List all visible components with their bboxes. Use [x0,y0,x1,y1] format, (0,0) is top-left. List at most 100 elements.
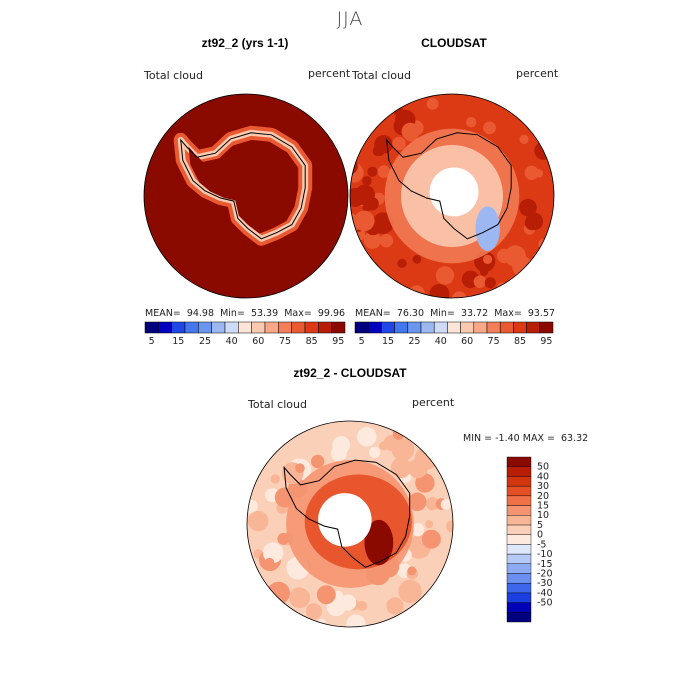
diff-patch [356,427,377,447]
colorbar-bin [506,485,532,497]
panel-3-title: zt92_2 - CLOUDSAT [293,366,407,380]
interior-field [188,140,299,234]
panel-2-min-label: Min= [430,308,455,319]
cloud-patch [473,275,486,288]
cloud-patch [483,254,493,264]
colorbar-bin [506,476,532,487]
panel-2-max-label: Max= [494,308,522,319]
diff-patch [415,473,435,493]
diff-patch [407,566,417,576]
cloud-patch [519,198,537,217]
colorbar-tick-label: -50 [537,598,553,609]
colorbar-tick-label: 85 [514,336,526,347]
colorbar-tick-label: 50 [537,462,549,473]
diff-patch [264,557,275,568]
diff-patch [386,597,404,615]
diff-patch [421,529,441,549]
colorbar-tick-label: 5 [359,336,365,347]
panel-1-title: zt92_2 (yrs 1-1) [201,36,289,50]
colorbar-bin [224,321,239,334]
colorbar-bin [506,563,532,574]
colorbar-tick-label: 40 [226,336,238,347]
cloud-patch [392,136,406,151]
panel-2-stats: MEAN= 76.30 Min= 33.72 Max= 93.57 [355,308,555,319]
west-antarctic-maximum [364,519,394,566]
colorbar-bin [407,321,422,334]
diff-patch [407,492,427,512]
map-boundary [143,93,349,299]
cloud-patch [479,267,489,276]
colorbar-bin [506,524,532,535]
colorbar-bin [184,321,199,334]
diff-patch [390,457,412,479]
colorbar-tick-label: -40 [537,588,553,599]
colorbar-tick-label: 40 [435,336,447,347]
colorbar-tick-label: 30 [537,481,549,492]
colorbar-bin [506,602,532,613]
panel-2-field-label: Total cloud [352,69,411,82]
cloud-patch [426,97,439,110]
panel-1-colorbar: 5 15 25 40 60 75 85 95 [144,321,346,347]
colorbar-tick-label: 15 [172,336,184,347]
map-boundary [246,420,454,628]
colorbar-bin [264,321,279,334]
colorbar-bin [506,582,532,594]
colorbar-bin [513,321,527,334]
colorbar-bin [144,321,159,334]
colorbar-bin [473,321,488,334]
diff-patch [379,441,388,451]
panel-2-units-label: percent [516,67,559,80]
diff-patch [391,438,415,461]
colorbar-tick-label: 25 [408,336,420,347]
panel-1-max-value: 99.96 [317,308,346,319]
diff-patch [398,579,422,603]
cloud-patch [354,210,375,232]
diff-patch [270,474,280,484]
colorbar-tick-label: 40 [537,471,549,482]
panel-1-units-label: percent [308,67,351,80]
map-boundary [349,93,555,299]
cloud-patch [379,234,394,248]
panel-1-field-label: Total cloud [144,69,203,82]
cloud-patch [524,165,539,180]
colorbar-bin [291,321,306,334]
cloud-patch [377,165,391,178]
colorbar-bin [433,321,448,334]
colorbar-bin [539,321,554,334]
colorbar-tick-label: 75 [279,336,291,347]
colorbar-bin [486,321,501,334]
cloud-patch [372,146,382,156]
cloud-patch [512,256,533,277]
colorbar-bin [198,321,212,334]
diff-patch [425,520,434,529]
panel-3-min-label: MIN = [463,433,493,444]
diff-patch [305,603,322,620]
cloud-patch [538,239,548,249]
colorbar-bin [354,321,369,334]
colorbar-bin [158,321,172,334]
cloud-patch [367,166,378,177]
diff-patch [392,428,405,440]
panel-2-title: CLOUDSAT [421,36,487,50]
colorbar-bin [238,321,252,334]
diff-patch [340,594,357,611]
colorbar-tick-label: 20 [537,491,549,502]
cloud-patch [496,248,512,264]
cloud-patch [412,254,422,264]
colorbar-bin [460,321,475,334]
cloud-patch [483,121,496,135]
diff-patch [248,510,269,532]
colorbar-bin [526,321,541,334]
colorbar-bin [506,573,532,584]
colorbar-tick-label: 95 [540,336,552,347]
pole-hole [429,167,479,217]
colorbar-bin [506,612,532,623]
colorbar-tick-label: 60 [252,336,264,347]
cloud-patch [534,169,544,178]
cloud-patch [401,122,419,141]
diff-patch [316,585,336,605]
colorbar-tick-label: 95 [332,336,344,347]
west-antarctic-minimum [475,206,500,252]
